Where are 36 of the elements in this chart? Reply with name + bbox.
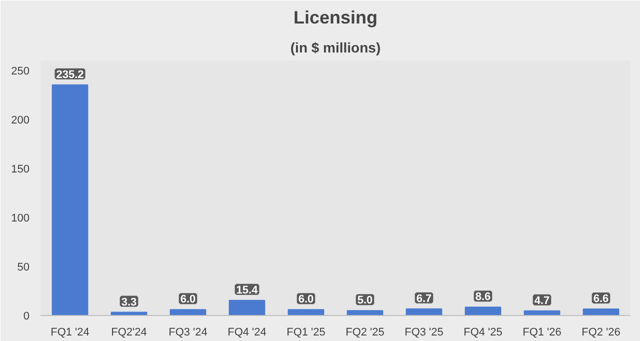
x-tick-label: FQ1 '26 [522,326,562,338]
data-label: 235.2 [56,68,84,81]
x-tick-label: FQ1 '24 [50,326,90,338]
bar [464,306,502,316]
bar [582,308,620,316]
x-tick-label: FQ4 '24 [228,326,266,338]
bar [228,300,266,316]
y-tick-label: 150 [11,163,30,176]
x-tick-label: FQ2 '25 [346,326,384,338]
data-label: 5.0 [357,294,373,307]
data-label: 4.7 [534,294,550,307]
x-tick-label: FQ2'24 [111,326,147,338]
chart-title: Licensing [293,8,378,28]
chart-subtitle: (in $ millions) [290,40,381,56]
x-tick-label: FQ2 '26 [582,326,620,338]
y-tick-label: 50 [17,261,30,274]
data-label: 15.4 [236,284,259,296]
data-label: 8.6 [475,291,491,304]
y-tick-label: 200 [11,114,30,126]
data-label: 6.6 [593,293,609,306]
y-tick-label: 250 [11,65,30,78]
y-tick-label: 0 [23,310,30,322]
data-label: 3.3 [121,296,137,308]
data-label: 6.0 [180,294,196,306]
bar [346,310,384,316]
x-tick-label: FQ3 '24 [168,326,208,338]
x-tick-label: FQ1 '25 [286,326,326,338]
x-tick-label: FQ3 '25 [404,326,444,338]
bar [406,308,442,316]
bar [52,84,88,316]
x-tick-label: FQ4 '25 [464,326,502,338]
bar [288,309,324,316]
y-tick-label: 100 [11,212,30,224]
data-label: 6.7 [416,292,432,305]
data-label: 6.0 [298,294,314,306]
bar [170,309,206,316]
